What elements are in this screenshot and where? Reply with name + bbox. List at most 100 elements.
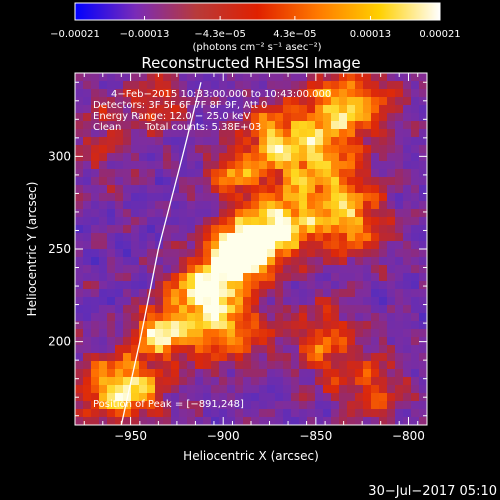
heatmap-cell — [163, 153, 172, 162]
heatmap-cell — [107, 393, 116, 402]
heatmap-cell — [411, 201, 420, 210]
heatmap-cell — [139, 137, 148, 146]
heatmap-cell — [187, 185, 196, 194]
heatmap-cell — [187, 225, 196, 234]
heatmap-cell — [179, 265, 188, 274]
heatmap-cell — [291, 353, 300, 362]
colorbar-tick-label: −4.3e−05 — [194, 29, 246, 40]
heatmap-cell — [99, 321, 108, 330]
heatmap-cell — [75, 129, 84, 138]
heatmap-cell — [339, 257, 348, 266]
heatmap-cell — [411, 169, 420, 178]
heatmap-cell — [243, 145, 252, 154]
heatmap-cell — [267, 265, 276, 274]
heatmap-cell — [227, 153, 236, 162]
heatmap-cell — [283, 233, 292, 242]
heatmap-cell — [307, 249, 316, 258]
heatmap-cell — [75, 409, 84, 418]
heatmap-cell — [291, 265, 300, 274]
heatmap-cell — [379, 241, 388, 250]
heatmap-cell — [219, 337, 228, 346]
heatmap-cell — [139, 385, 148, 394]
heatmap-cell — [243, 113, 252, 122]
heatmap-cell — [331, 289, 340, 298]
heatmap-cell — [355, 305, 364, 314]
heatmap-cell — [211, 193, 220, 202]
heatmap-cell — [99, 369, 108, 378]
heatmap-cell — [83, 73, 92, 82]
heatmap-cell — [315, 337, 324, 346]
heatmap-cell — [267, 81, 276, 90]
heatmap-cell — [179, 409, 188, 418]
heatmap-cell — [323, 193, 332, 202]
heatmap-cell — [331, 81, 340, 90]
heatmap-cell — [355, 297, 364, 306]
heatmap-cell — [411, 409, 420, 418]
heatmap-cell — [347, 369, 356, 378]
heatmap-cell — [331, 185, 340, 194]
heatmap-cell — [115, 281, 124, 290]
heatmap-cell — [227, 329, 236, 338]
heatmap-cell — [283, 393, 292, 402]
heatmap-cell — [347, 305, 356, 314]
heatmap-cell — [171, 225, 180, 234]
heatmap-cell — [371, 161, 380, 170]
heatmap-cell — [83, 97, 92, 106]
heatmap-cell — [91, 417, 100, 425]
heatmap-cell — [371, 361, 380, 370]
heatmap-cell — [171, 361, 180, 370]
heatmap-cell — [163, 281, 172, 290]
heatmap-cell — [227, 289, 236, 298]
heatmap-cell — [131, 105, 140, 114]
heatmap-cell — [363, 241, 372, 250]
heatmap-cell — [99, 217, 108, 226]
heatmap-cell — [259, 281, 268, 290]
heatmap-cell — [227, 217, 236, 226]
heatmap-cell — [363, 145, 372, 154]
solar-limb-curve — [120, 82, 202, 425]
heatmap-cell — [395, 81, 404, 90]
heatmap-cell — [403, 337, 412, 346]
heatmap-cell — [395, 281, 404, 290]
heatmap-cell — [275, 345, 284, 354]
heatmap-cell — [147, 385, 156, 394]
heatmap-cell — [211, 385, 220, 394]
heatmap-cell — [195, 337, 204, 346]
heatmap-cell — [131, 241, 140, 250]
heatmap-cell — [195, 97, 204, 106]
heatmap-cell — [115, 305, 124, 314]
heatmap-cell — [139, 329, 148, 338]
heatmap-cell — [227, 145, 236, 154]
heatmap-cell — [283, 353, 292, 362]
heatmap-cell — [315, 153, 324, 162]
heatmap-cell — [203, 105, 212, 114]
heatmap-cell — [291, 361, 300, 370]
heatmap-cell — [411, 145, 420, 154]
colorbar-tick-label: −0.00013 — [120, 29, 170, 40]
heatmap-cell — [91, 137, 100, 146]
heatmap-cell — [155, 89, 164, 98]
heatmap-cell — [291, 97, 300, 106]
heatmap-cell — [131, 313, 140, 322]
heatmap-cell — [299, 353, 308, 362]
heatmap-cell — [291, 113, 300, 122]
heatmap-cell — [163, 409, 172, 418]
heatmap-cell — [331, 337, 340, 346]
heatmap-cell — [355, 169, 364, 178]
heatmap-cell — [131, 329, 140, 338]
heatmap-cell — [371, 89, 380, 98]
heatmap-cell — [347, 241, 356, 250]
heatmap-cell — [115, 393, 124, 402]
heatmap-cell — [307, 209, 316, 218]
heatmap-cell — [339, 329, 348, 338]
heatmap-cell — [395, 257, 404, 266]
heatmap-cell — [91, 345, 100, 354]
heatmap-cell — [235, 369, 244, 378]
heatmap-cell — [139, 305, 148, 314]
heatmap-cell — [139, 169, 148, 178]
heatmap-cell — [227, 321, 236, 330]
heatmap-cell — [307, 329, 316, 338]
heatmap-cell — [75, 257, 84, 266]
heatmap-cell — [75, 273, 84, 282]
heatmap-cell — [259, 193, 268, 202]
